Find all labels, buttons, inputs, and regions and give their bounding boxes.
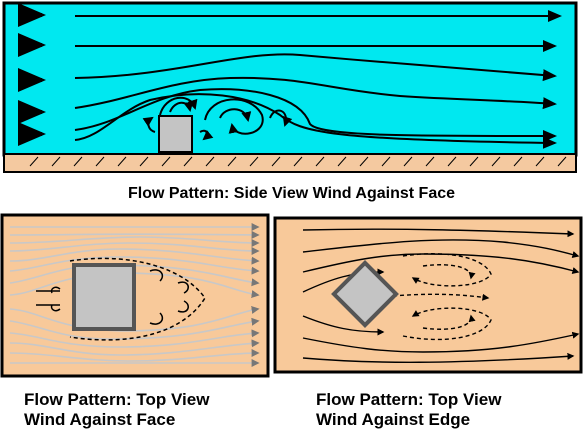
side-vortices [142,96,293,141]
building-top-face [72,263,136,331]
building-top-edge [331,260,399,328]
side-view-diagram [2,1,578,173]
caption-top-face-line1: Flow Pattern: Top View [24,390,210,409]
caption-top-edge: Flow Pattern: Top View Wind Against Edge [316,390,501,430]
top-face-streamlines [9,223,260,367]
caption-top-edge-line1: Flow Pattern: Top View [316,390,502,409]
top-edge-background [273,216,583,374]
top-view-edge-diagram [273,216,583,374]
ground-hatching [29,156,567,167]
top-view-face-diagram [0,213,270,378]
caption-top-face: Flow Pattern: Top View Wind Against Face [24,390,209,430]
side-streamlines [74,10,562,149]
caption-side-view: Flow Pattern: Side View Wind Against Fac… [127,185,456,202]
sky-region [2,1,578,157]
building-side [158,115,193,153]
caption-top-face-line2: Wind Against Face [24,410,176,429]
top-face-vortices [36,269,189,325]
top-edge-vortices [392,253,492,341]
caption-top-edge-line2: Wind Against Edge [316,410,471,429]
ground-strip [3,153,577,173]
top-face-wake [69,257,206,341]
incoming-wind-arrows [18,3,46,146]
